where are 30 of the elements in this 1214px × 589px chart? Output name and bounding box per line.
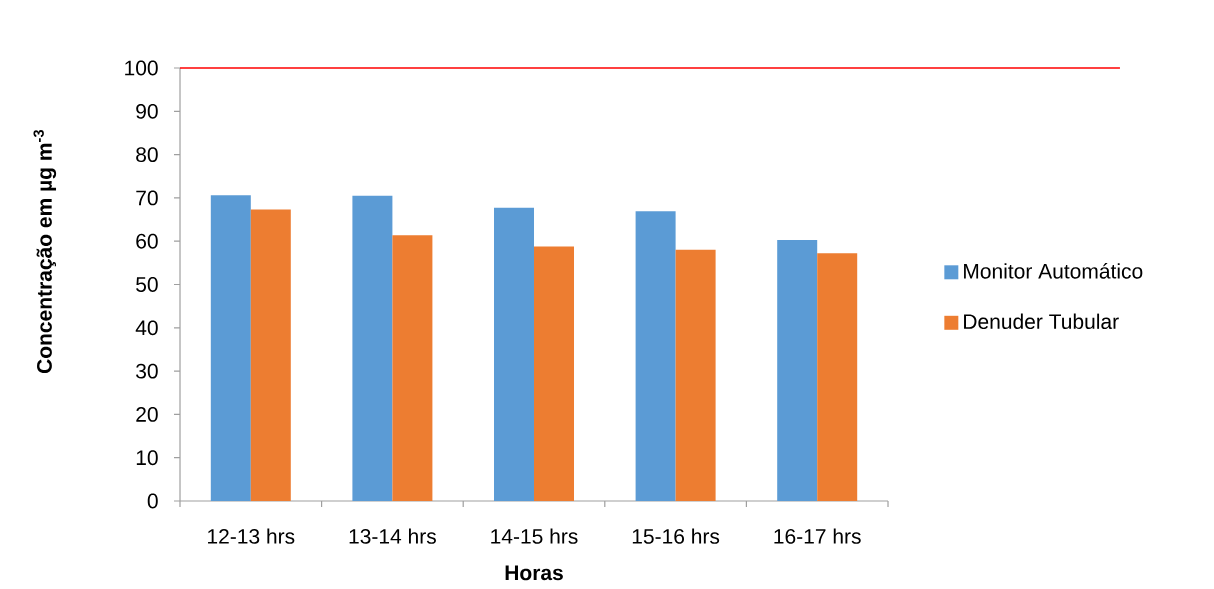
bar (635, 211, 676, 501)
bar (494, 207, 535, 501)
bar (817, 253, 858, 501)
legend-label: Monitor Automático (964, 263, 1143, 279)
x-axis-title: Horas (505, 565, 563, 581)
y-tick-label: 90 (136, 103, 158, 119)
y-tick-label: 20 (136, 406, 158, 422)
y-tick-label: 0 (147, 493, 158, 509)
bar (352, 195, 393, 501)
bar (777, 239, 818, 501)
x-tick-label: 12-13 hrs (208, 528, 295, 544)
y-tick-label: 40 (135, 320, 158, 336)
bar (210, 195, 251, 501)
y-tick-label: 80 (136, 147, 158, 163)
legend-label: Denuder Tubular (964, 313, 1119, 330)
bar (534, 246, 575, 501)
y-tick-label: 60 (136, 233, 158, 249)
y-tick-label: 50 (136, 277, 158, 292)
x-tick-label: 13-14 hrs (349, 528, 436, 544)
bar (392, 235, 433, 501)
y-tick-label: 100 (125, 60, 158, 76)
y-tick-label: 30 (136, 363, 158, 379)
y-tick-label: 10 (136, 450, 158, 466)
y-tick-label: 70 (136, 190, 158, 206)
x-tick-label: 15-16 hrs (632, 528, 720, 544)
bar (675, 249, 716, 501)
y-axis-title: Concentração em µg m$^{-3}$ (33, 129, 57, 374)
bar (250, 209, 291, 501)
x-tick-label: 16-17 hrs (774, 528, 861, 544)
x-tick-label: 14-15 hrs (491, 528, 578, 544)
